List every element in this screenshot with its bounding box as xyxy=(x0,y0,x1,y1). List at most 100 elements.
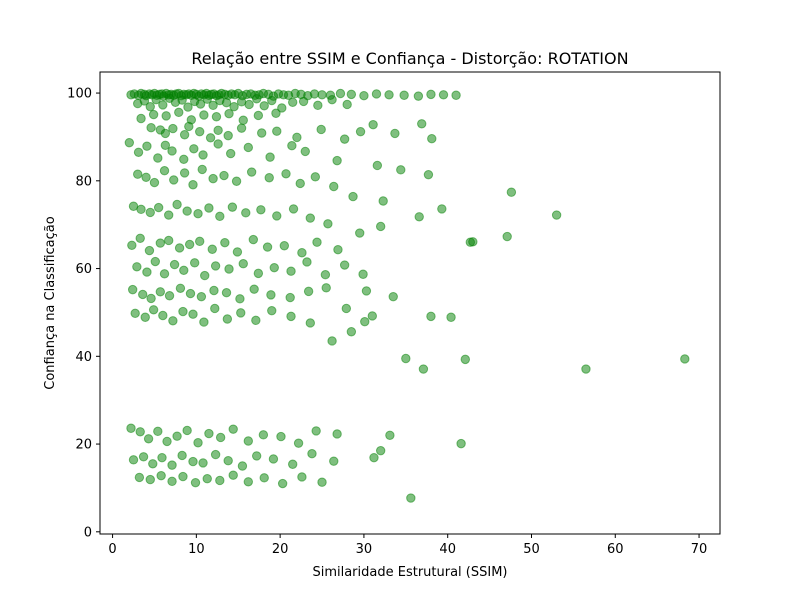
data-point xyxy=(288,459,298,469)
data-point xyxy=(142,141,152,151)
x-axis-label: Similaridade Estrutural (SSIM) xyxy=(312,565,507,580)
y-axis-label: Confiança na Classificação xyxy=(43,216,58,389)
data-point xyxy=(305,213,315,223)
data-point xyxy=(238,115,248,125)
data-point xyxy=(268,454,279,464)
data-point xyxy=(193,438,203,448)
data-point xyxy=(160,140,171,150)
data-point xyxy=(138,452,149,462)
data-point xyxy=(271,108,281,118)
data-point xyxy=(208,173,218,184)
data-point xyxy=(145,207,155,218)
data-point xyxy=(581,364,591,374)
data-point xyxy=(195,99,206,109)
data-point xyxy=(321,283,331,293)
data-point xyxy=(293,438,304,448)
data-point xyxy=(426,311,436,322)
data-point xyxy=(303,286,314,297)
data-point xyxy=(281,169,291,179)
data-point xyxy=(224,264,234,274)
data-point xyxy=(132,262,142,272)
data-point xyxy=(198,150,208,160)
data-point xyxy=(243,436,254,446)
data-point xyxy=(333,244,343,255)
data-point xyxy=(202,474,212,484)
data-point xyxy=(143,434,154,444)
data-point xyxy=(384,90,394,100)
data-point xyxy=(210,303,220,314)
data-point xyxy=(272,126,282,136)
data-point xyxy=(228,424,238,434)
data-point xyxy=(390,128,400,139)
data-point xyxy=(427,133,437,144)
data-point xyxy=(182,425,192,436)
data-point xyxy=(456,438,466,449)
data-point xyxy=(213,125,223,136)
data-point xyxy=(177,450,187,461)
data-point xyxy=(317,477,327,487)
data-point xyxy=(551,210,562,220)
data-point xyxy=(288,204,299,214)
data-point xyxy=(287,141,297,151)
data-point xyxy=(209,285,219,296)
data-point xyxy=(133,169,143,179)
data-point xyxy=(327,336,337,346)
x-tick-label: 60 xyxy=(607,542,624,557)
y-tick-label: 0 xyxy=(84,525,92,540)
data-point xyxy=(246,167,257,177)
data-point xyxy=(348,191,358,202)
data-point xyxy=(223,456,233,466)
data-point xyxy=(190,477,201,488)
y-tick-label: 20 xyxy=(75,438,92,453)
data-point xyxy=(226,148,236,159)
data-point xyxy=(298,96,309,107)
data-point xyxy=(295,178,305,189)
data-point xyxy=(179,154,189,165)
data-point xyxy=(172,199,182,210)
data-point xyxy=(251,315,261,326)
data-point xyxy=(124,137,135,148)
y-tick-label: 60 xyxy=(75,262,92,277)
data-point xyxy=(169,175,179,185)
data-point xyxy=(167,476,177,487)
data-point xyxy=(219,170,229,181)
data-point xyxy=(460,354,470,365)
data-point xyxy=(153,153,163,163)
data-point xyxy=(285,292,295,303)
data-point xyxy=(189,258,200,268)
data-point xyxy=(332,155,342,166)
data-point xyxy=(151,94,161,105)
data-point xyxy=(199,317,209,327)
data-point xyxy=(174,243,185,253)
data-point xyxy=(251,94,262,104)
data-point xyxy=(327,94,337,105)
data-point xyxy=(292,132,302,143)
x-tick-label: 70 xyxy=(691,542,708,557)
data-point xyxy=(355,126,366,137)
data-point xyxy=(204,203,214,213)
data-point xyxy=(168,123,178,134)
data-point xyxy=(196,291,207,302)
y-tick-label: 40 xyxy=(75,350,92,365)
data-point xyxy=(130,308,140,319)
data-point xyxy=(396,165,406,175)
data-point xyxy=(145,474,155,485)
data-point xyxy=(185,288,196,299)
x-tick-label: 10 xyxy=(188,542,205,557)
data-point xyxy=(205,133,216,143)
data-point xyxy=(178,471,188,482)
data-point xyxy=(148,109,159,120)
data-point xyxy=(179,168,190,178)
x-tick-label: 40 xyxy=(439,542,456,557)
data-point xyxy=(302,257,312,267)
data-point xyxy=(136,204,146,215)
data-point xyxy=(160,128,171,139)
data-point xyxy=(300,146,310,157)
data-point xyxy=(372,160,383,171)
data-point xyxy=(161,111,171,121)
y-tick-label: 80 xyxy=(75,174,92,189)
data-point xyxy=(220,237,230,248)
data-point xyxy=(188,180,198,190)
data-point xyxy=(369,452,379,463)
